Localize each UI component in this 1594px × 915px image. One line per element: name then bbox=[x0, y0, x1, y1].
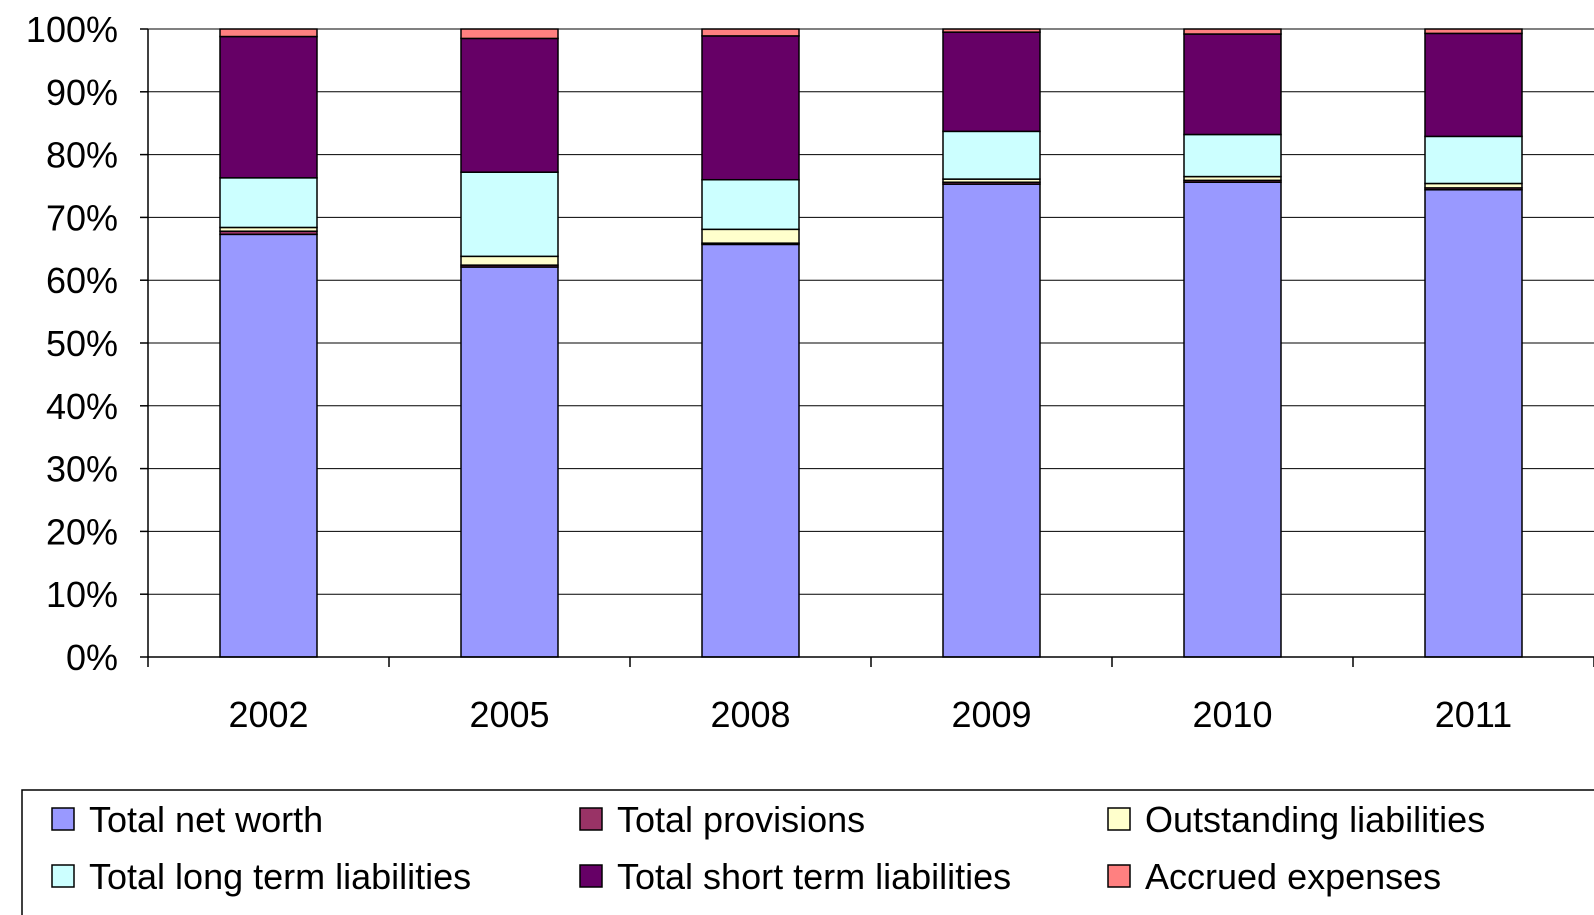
x-tick-labels: 2002 2005 2008 2009 2010 2011 bbox=[228, 694, 1512, 735]
y-tick-label: 40% bbox=[46, 386, 118, 427]
bar-segment bbox=[460, 266, 559, 658]
bar-segment bbox=[1183, 133, 1282, 178]
bars bbox=[219, 28, 1523, 658]
bar-segment bbox=[1424, 135, 1523, 185]
y-tick-label: 70% bbox=[46, 197, 118, 238]
bar-segment bbox=[460, 171, 559, 258]
legend-swatch bbox=[1107, 864, 1131, 888]
bar-segment bbox=[1424, 189, 1523, 658]
x-tick-label: 2011 bbox=[1435, 694, 1512, 735]
bar-segment bbox=[1424, 28, 1523, 35]
y-tick-label: 50% bbox=[46, 323, 118, 364]
legend: Total net worth Total provisions Outstandi… bbox=[21, 789, 1594, 915]
y-tick-label: 90% bbox=[46, 72, 118, 113]
bar-segment bbox=[219, 35, 318, 179]
legend-label: Accrued expenses bbox=[1145, 856, 1441, 897]
bar-segment bbox=[701, 35, 800, 181]
x-tick-label: 2009 bbox=[951, 694, 1031, 735]
bar-segment bbox=[701, 243, 800, 658]
bar-segment bbox=[942, 31, 1041, 133]
bar-segment bbox=[942, 28, 1041, 33]
legend-swatch bbox=[51, 807, 75, 831]
legend-label: Total provisions bbox=[617, 799, 865, 840]
y-tick-label: 100% bbox=[26, 9, 118, 50]
bar-segment bbox=[219, 177, 318, 229]
bar-segment bbox=[701, 28, 800, 37]
bar-segment bbox=[1183, 28, 1282, 35]
y-tick-label: 10% bbox=[46, 574, 118, 615]
x-tick-label: 2008 bbox=[710, 694, 790, 735]
bar-segment bbox=[701, 178, 800, 231]
y-tick-label: 80% bbox=[46, 135, 118, 176]
x-tick-label: 2002 bbox=[228, 694, 308, 735]
y-tick-label: 30% bbox=[46, 449, 118, 490]
gridlines bbox=[148, 28, 1594, 595]
bar-segment bbox=[1183, 181, 1282, 658]
legend-label: Total long term liabilities bbox=[89, 856, 471, 897]
y-tick-labels: 0% 10% 20% 30% 40% 50% 60% 70% 80% 90% 100% bbox=[26, 9, 118, 678]
legend-label: Outstanding liabilities bbox=[1145, 799, 1485, 840]
bar-segment bbox=[460, 255, 559, 266]
bar-segment bbox=[1183, 33, 1282, 136]
bar-segment bbox=[460, 37, 559, 173]
y-tick-label: 20% bbox=[46, 511, 118, 552]
y-tick-label: 0% bbox=[66, 637, 118, 678]
legend-swatch bbox=[579, 864, 603, 888]
x-tick-label: 2005 bbox=[469, 694, 549, 735]
bar-segment bbox=[942, 183, 1041, 658]
bar-segment bbox=[1424, 32, 1523, 138]
x-tick-label: 2010 bbox=[1192, 694, 1272, 735]
legend-swatch bbox=[51, 864, 75, 888]
legend-swatch bbox=[1107, 807, 1131, 831]
legend-label: Total short term liabilities bbox=[617, 856, 1011, 897]
bar-segment bbox=[701, 228, 800, 244]
legend-swatch bbox=[579, 807, 603, 831]
bar-segment bbox=[219, 28, 318, 38]
legend-label: Total net worth bbox=[89, 799, 323, 840]
legend-box bbox=[21, 789, 1594, 915]
bar-segment bbox=[460, 28, 559, 40]
bar-segment bbox=[942, 130, 1041, 180]
axes bbox=[140, 28, 1594, 667]
bar-segment bbox=[219, 233, 318, 658]
y-tick-label: 60% bbox=[46, 260, 118, 301]
